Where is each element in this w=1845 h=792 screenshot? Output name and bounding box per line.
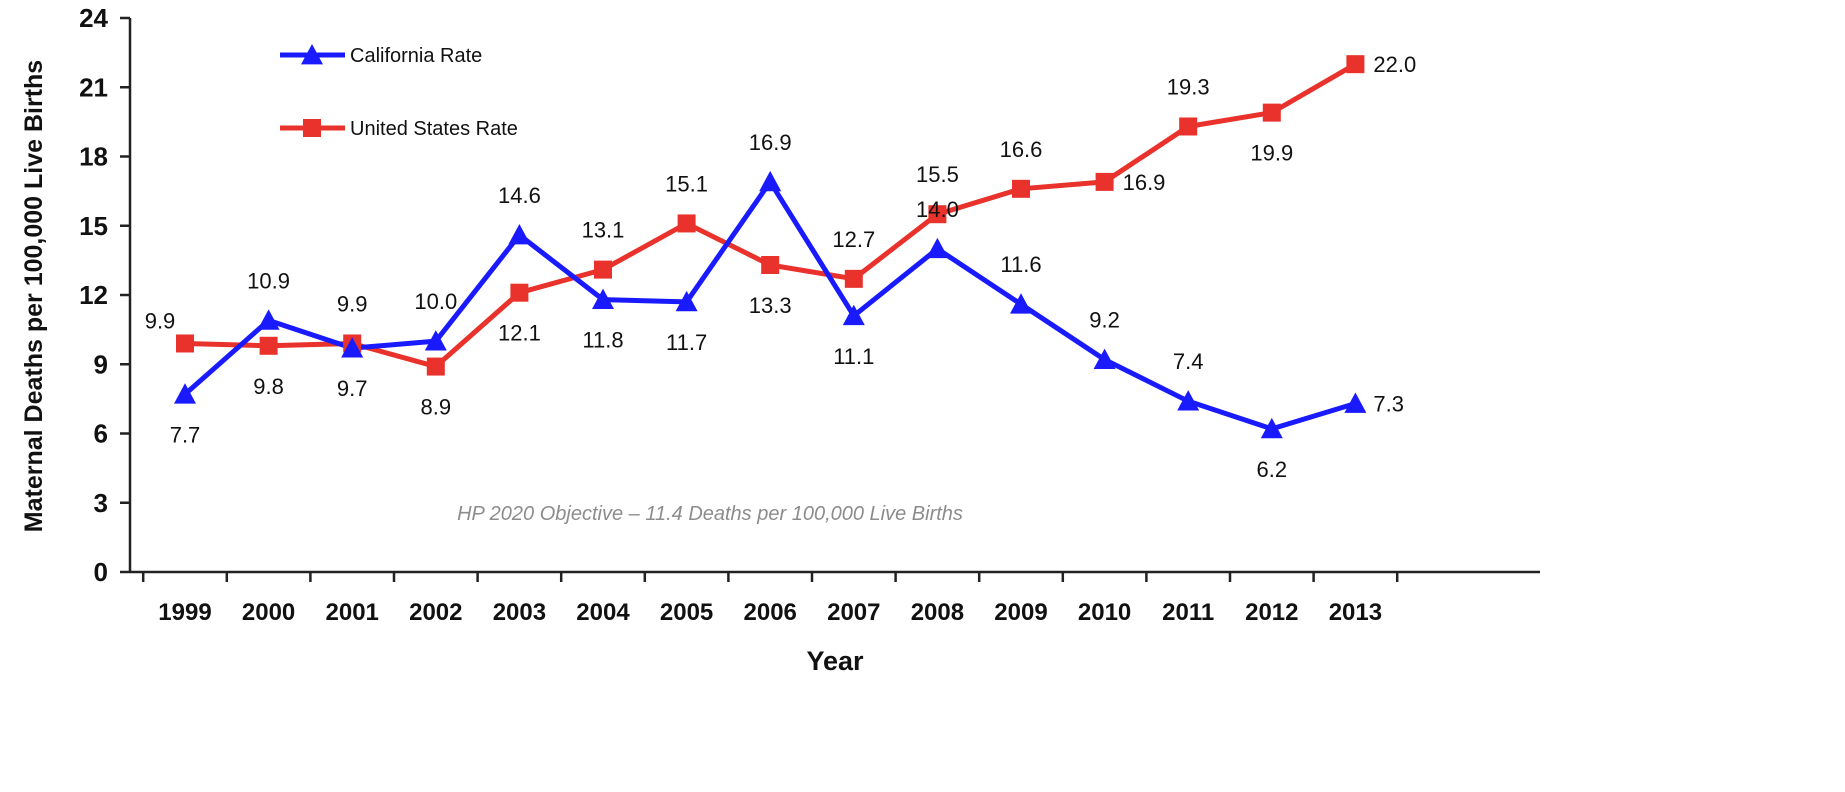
triangle-marker	[257, 309, 280, 330]
x-tick-label: 2013	[1329, 599, 1382, 626]
data-label-california: 6.2	[1257, 457, 1288, 482]
square-marker	[1012, 179, 1030, 198]
data-label-united-states: 9.9	[145, 308, 176, 333]
x-tick-label: 1999	[158, 599, 211, 626]
triangle-marker	[301, 44, 323, 65]
square-marker	[1179, 117, 1198, 136]
data-label-united-states: 16.6	[1000, 137, 1043, 162]
y-tick-label: 12	[79, 280, 108, 310]
data-label-california: 14.6	[498, 183, 541, 208]
x-tick-label: 2010	[1078, 599, 1131, 626]
data-label-united-states: 8.9	[421, 395, 452, 420]
square-marker	[176, 334, 194, 353]
y-tick-label: 18	[79, 142, 108, 172]
triangle-marker	[675, 290, 698, 312]
data-label-california: 11.1	[833, 344, 874, 369]
x-tick-label: 2000	[242, 599, 295, 626]
x-tick-label: 2006	[744, 599, 797, 626]
data-label-california: 14.0	[916, 197, 959, 222]
triangle-marker	[1344, 392, 1367, 413]
series-layer	[174, 55, 1367, 439]
data-label-united-states: 15.1	[665, 171, 708, 196]
data-label-united-states: 16.9	[1123, 170, 1166, 195]
square-marker	[510, 283, 529, 302]
square-marker	[844, 269, 863, 288]
data-label-california: 7.4	[1173, 349, 1204, 374]
data-label-united-states: 22.0	[1373, 52, 1416, 77]
data-label-california: 10.9	[247, 268, 290, 293]
square-marker	[761, 255, 780, 274]
triangle-marker	[174, 383, 196, 404]
square-marker	[1262, 103, 1281, 122]
square-marker	[303, 119, 321, 137]
triangle-marker	[341, 337, 364, 358]
y-axis-title: Maternal Deaths per 100,000 Live Births	[20, 60, 48, 532]
data-label-california: 10.0	[414, 289, 457, 314]
triangle-marker	[1177, 390, 1200, 411]
triangle-marker	[759, 170, 782, 192]
data-label-california: 16.9	[749, 130, 792, 155]
data-label-united-states: 12.7	[832, 227, 875, 252]
data-label-united-states: 9.9	[337, 291, 368, 316]
x-tick-label: 2003	[493, 599, 546, 626]
square-marker	[1346, 55, 1365, 74]
y-tick-label: 6	[94, 419, 108, 449]
series-line-united-states	[184, 62, 1357, 370]
square-marker	[677, 214, 696, 233]
data-label-california: 9.2	[1089, 308, 1120, 333]
y-tick-label: 3	[94, 488, 108, 518]
x-tick-label: 2009	[994, 599, 1047, 626]
square-marker	[594, 260, 612, 279]
data-label-united-states: 9.8	[253, 374, 284, 399]
x-tick-label: 2005	[660, 599, 713, 626]
x-tick-label: 2002	[409, 599, 462, 626]
hp2020-annotation: HP 2020 Objective – 11.4 Deaths per 100,…	[457, 503, 963, 525]
data-label-california: 7.7	[170, 422, 201, 447]
x-tick-label: 2012	[1245, 599, 1298, 626]
data-label-united-states: 12.1	[498, 321, 541, 346]
y-tick-label: 21	[79, 72, 108, 102]
data-label-united-states: 19.3	[1167, 74, 1210, 99]
triangle-marker	[1010, 293, 1032, 314]
x-tick-label: 2008	[911, 599, 964, 626]
triangle-marker	[592, 288, 614, 309]
square-marker	[1095, 172, 1114, 191]
data-label-united-states: 13.1	[582, 218, 625, 243]
x-tick-label: 2004	[576, 599, 630, 626]
legend-label: United States Rate	[350, 118, 518, 140]
x-tick-label: 2011	[1162, 599, 1214, 626]
y-tick-label: 24	[79, 3, 108, 33]
square-marker	[426, 357, 445, 376]
data-label-united-states: 15.5	[916, 162, 959, 187]
data-label-california: 11.8	[582, 328, 623, 353]
triangle-marker	[508, 223, 531, 245]
square-marker	[259, 336, 278, 355]
x-tick-label: 2001	[326, 599, 379, 626]
legend-label: California Rate	[350, 45, 482, 67]
legend: California Rate United States Rate	[280, 44, 518, 140]
y-tick-label: 9	[94, 349, 108, 379]
triangle-marker	[1093, 348, 1116, 369]
data-label-california: 9.7	[337, 376, 368, 401]
y-tick-label: 0	[94, 557, 108, 587]
x-axis-title: Year	[806, 646, 864, 676]
y-tick-label: 15	[79, 211, 108, 241]
data-label-united-states: 19.9	[1250, 141, 1293, 166]
data-label-california: 11.7	[666, 330, 707, 355]
square-marker	[928, 205, 947, 224]
axes: 0 3 6 9 12 15 18 21 24 1999 2000 2001 2002 2003 2004 20…	[79, 3, 1540, 626]
triangle-marker	[424, 330, 447, 351]
data-labels: 7.7 10.9 9.7 10.0 14.6 11.8 11.7 16.9 11.1 14.0 11…	[145, 52, 1417, 482]
data-label-california: 7.3	[1373, 391, 1404, 416]
x-tick-label: 2007	[827, 599, 880, 626]
triangle-marker	[926, 237, 949, 259]
triangle-marker	[1260, 417, 1283, 439]
triangle-marker	[842, 304, 865, 326]
data-label-california: 11.6	[1000, 252, 1041, 277]
data-label-united-states: 13.3	[749, 293, 792, 318]
